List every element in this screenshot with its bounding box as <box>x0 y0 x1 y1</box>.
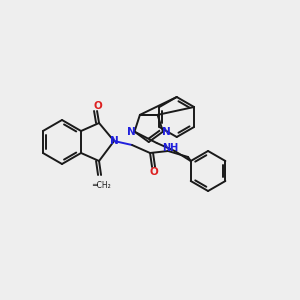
Text: N: N <box>162 127 170 136</box>
Text: N: N <box>110 136 118 146</box>
Text: O: O <box>94 101 102 111</box>
Text: O: O <box>150 167 158 177</box>
Text: NH: NH <box>162 143 178 153</box>
Text: N: N <box>127 127 136 136</box>
Text: ═CH₂: ═CH₂ <box>92 181 110 190</box>
